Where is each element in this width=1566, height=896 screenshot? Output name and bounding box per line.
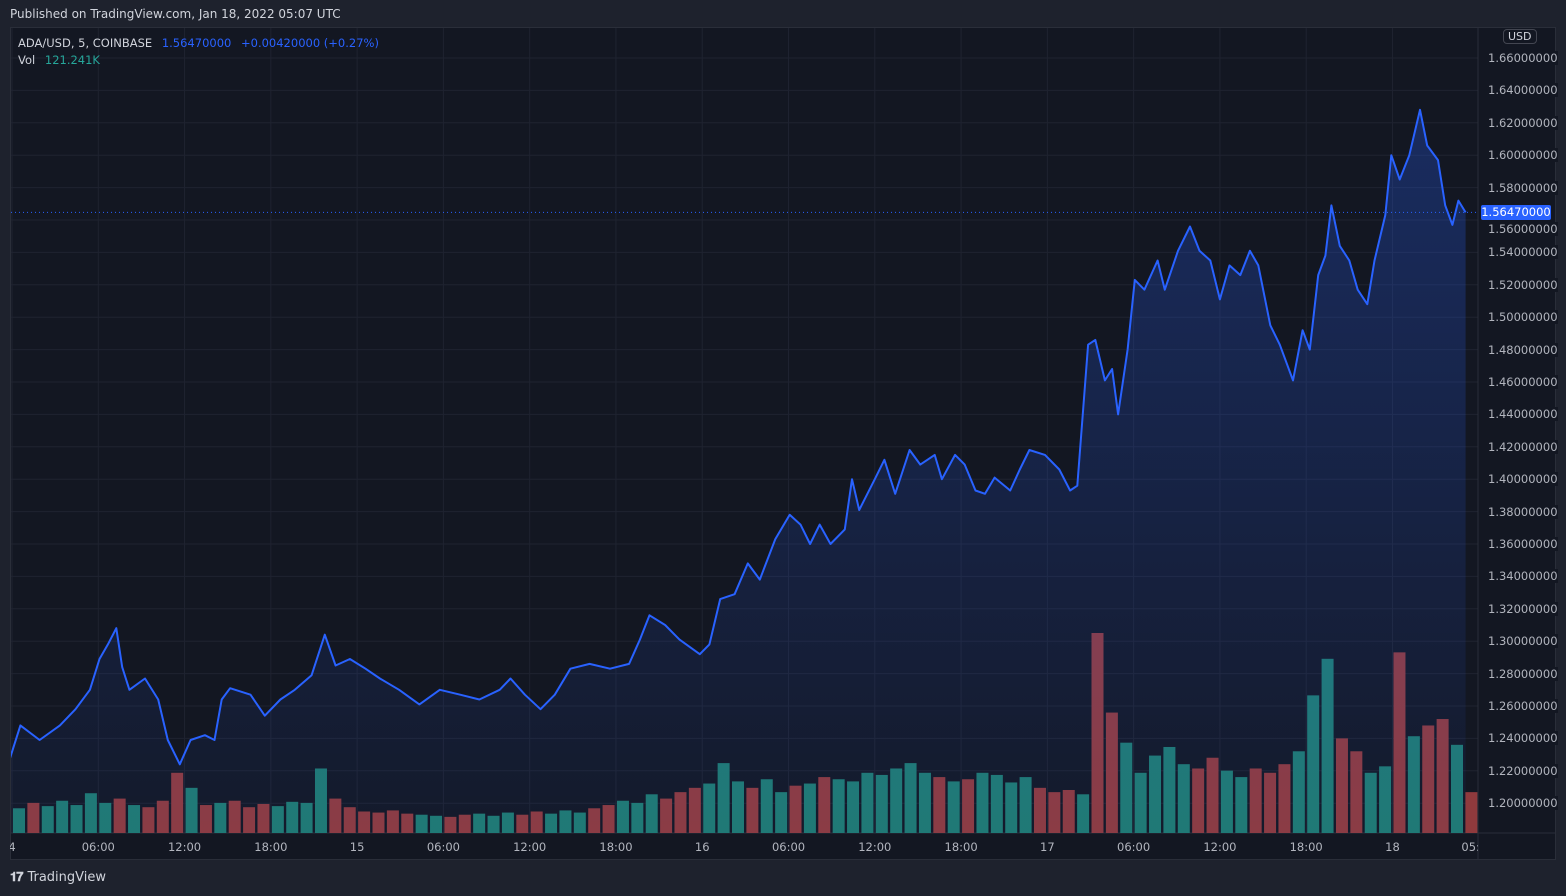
price-tick-label: 1.50000000 bbox=[1488, 310, 1558, 325]
time-tick-label: 18:00 bbox=[1289, 840, 1323, 854]
currency-button[interactable]: USD bbox=[1503, 29, 1537, 44]
time-tick-label: 12:00 bbox=[858, 840, 892, 854]
price-tick-label: 1.20000000 bbox=[1488, 796, 1558, 811]
volume-value: 121.241K bbox=[44, 53, 100, 67]
time-tick-label: 16 bbox=[694, 840, 710, 854]
time-tick-label: 06:00 bbox=[771, 840, 806, 854]
price-tick-label: 1.54000000 bbox=[1488, 245, 1558, 260]
time-tick-label: 12:00 bbox=[1203, 840, 1237, 854]
price-tick-label: 1.44000000 bbox=[1488, 407, 1558, 422]
price-tick-label: 1.24000000 bbox=[1488, 731, 1558, 746]
price-tick-label: 1.36000000 bbox=[1488, 537, 1558, 551]
current-price-label: 1.56470000 bbox=[1481, 205, 1551, 220]
time-tick-label: 18:00 bbox=[254, 840, 288, 854]
price-tick-label: 1.28000000 bbox=[1488, 666, 1558, 681]
time-tick-label: 4 bbox=[10, 840, 16, 854]
price-tick-label: 1.42000000 bbox=[1488, 439, 1558, 454]
published-caption: Published on TradingView.com, Jan 18, 20… bbox=[10, 7, 341, 21]
price-area-fill bbox=[11, 109, 1466, 833]
time-tick-label: 18:00 bbox=[599, 840, 633, 854]
time-tick-label: 18:00 bbox=[944, 840, 978, 854]
time-tick-label: 18 bbox=[1385, 840, 1400, 854]
price-tick-label: 1.22000000 bbox=[1488, 763, 1558, 778]
time-tick-label: 05:30 bbox=[1461, 840, 1478, 854]
price-change: +0.00420000 (+0.27%) bbox=[241, 36, 379, 50]
volume-label[interactable]: Vol bbox=[18, 53, 36, 67]
price-tick-label: 1.48000000 bbox=[1488, 342, 1558, 357]
time-tick-label: 17 bbox=[1040, 840, 1055, 854]
price-tick-label: 1.26000000 bbox=[1488, 699, 1558, 713]
price-line bbox=[11, 108, 1467, 766]
price-tick-label: 1.40000000 bbox=[1488, 472, 1558, 487]
price-tick-label: 1.46000000 bbox=[1488, 375, 1558, 389]
footer: 𝟏𝟕 TradingView bbox=[10, 870, 106, 885]
symbol-info[interactable]: ADA/USD, 5, COINBASE bbox=[18, 36, 153, 50]
time-tick-label: 06:00 bbox=[81, 840, 115, 854]
brand-name[interactable]: TradingView bbox=[27, 870, 107, 885]
price-tick-label: 1.30000000 bbox=[1488, 634, 1558, 649]
price-tick-label: 1.52000000 bbox=[1488, 277, 1558, 292]
price-tick-label: 1.38000000 bbox=[1488, 504, 1558, 519]
volume-bar bbox=[1465, 792, 1478, 833]
time-tick-label: 06:00 bbox=[1117, 840, 1151, 854]
time-tick-label: 06:00 bbox=[426, 840, 460, 854]
price-tick-label: 1.34000000 bbox=[1488, 569, 1558, 584]
price-tick-label: 1.60000000 bbox=[1488, 148, 1558, 163]
chart-legend: ADA/USD, 5, COINBASE 1.56470000 +0.00420… bbox=[18, 35, 379, 69]
time-tick-label: 12:00 bbox=[513, 840, 547, 854]
time-tick-label: 15 bbox=[349, 840, 365, 854]
price-tick-label: 1.58000000 bbox=[1488, 180, 1558, 195]
last-price: 1.56470000 bbox=[161, 36, 232, 50]
price-tick-label: 1.62000000 bbox=[1488, 115, 1558, 130]
tradingview-logo[interactable]: 𝟏𝟕 bbox=[10, 870, 24, 885]
price-tick-label: 1.56000000 bbox=[1488, 222, 1558, 236]
time-tick-label: 12:00 bbox=[167, 840, 202, 854]
price-tick-label: 1.66000000 bbox=[1488, 51, 1558, 65]
time-axis[interactable]: 4 06:00 12:00 18:00 15 06:00 12:00 18:00 16 06:00… bbox=[10, 833, 1478, 860]
price-tick-label: 1.64000000 bbox=[1488, 83, 1558, 98]
price-tick-label: 1.32000000 bbox=[1488, 601, 1558, 616]
